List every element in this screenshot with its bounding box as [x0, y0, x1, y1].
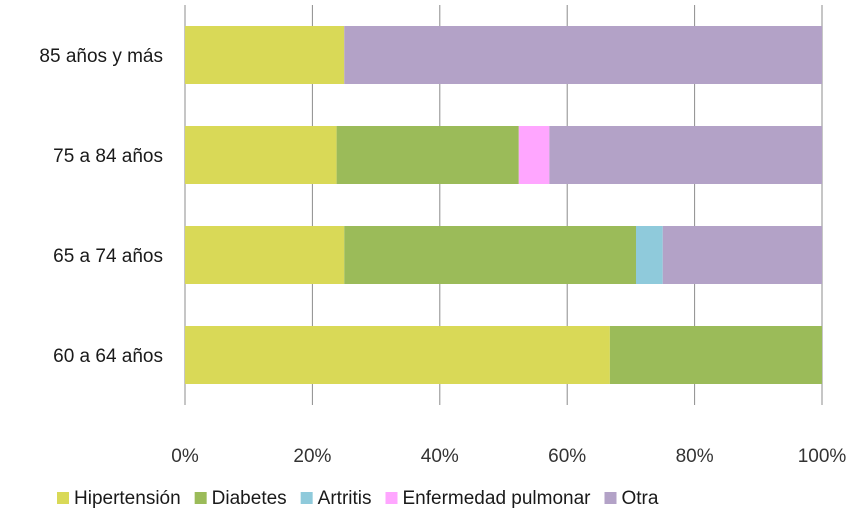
x-tick-label: 40%: [421, 446, 459, 467]
bars: [185, 26, 822, 384]
bar-segment: [344, 226, 636, 284]
bar-segment: [336, 126, 519, 184]
category-label: 85 años y más: [39, 46, 163, 67]
bar-segment: [609, 326, 822, 384]
x-tick-label: 80%: [676, 446, 714, 467]
legend-swatch: [194, 492, 207, 504]
legend-label: Otra: [622, 488, 659, 509]
category-label: 60 a 64 años: [53, 346, 163, 367]
bar-segment: [549, 126, 822, 184]
legend-swatch: [385, 492, 398, 504]
bar-segment: [185, 326, 610, 384]
legend-label: Hipertensión: [74, 488, 181, 509]
legend: Hipertensión Diabetes Artritis Enfermedad p…: [57, 488, 659, 509]
x-tick-label: 100%: [798, 446, 847, 467]
legend-label: Enfermedad pulmonar: [403, 488, 592, 509]
x-tick-label: 20%: [293, 446, 331, 467]
category-label: 75 a 84 años: [53, 146, 163, 167]
bar-segment: [185, 126, 337, 184]
category-label: 65 a 74 años: [53, 246, 163, 267]
bar-segment: [344, 26, 822, 84]
legend-swatch: [300, 492, 313, 504]
x-tick-label: 60%: [548, 446, 586, 467]
x-tick-label: 0%: [171, 446, 199, 467]
bar-segment: [518, 126, 550, 184]
legend-label: Diabetes: [212, 488, 287, 509]
legend-label: Artritis: [318, 488, 372, 509]
x-axis-tick-labels: 0% 20% 40% 60% 80% 100%: [171, 446, 846, 467]
bar-segment: [635, 226, 663, 284]
legend-swatch: [57, 492, 69, 504]
bar-segment: [185, 26, 345, 84]
bar-segment: [185, 226, 345, 284]
bar-segment: [662, 226, 822, 284]
category-labels: 85 años y más 75 a 84 años 65 a 74 años 60 …: [39, 46, 163, 367]
legend-swatch: [604, 492, 617, 504]
